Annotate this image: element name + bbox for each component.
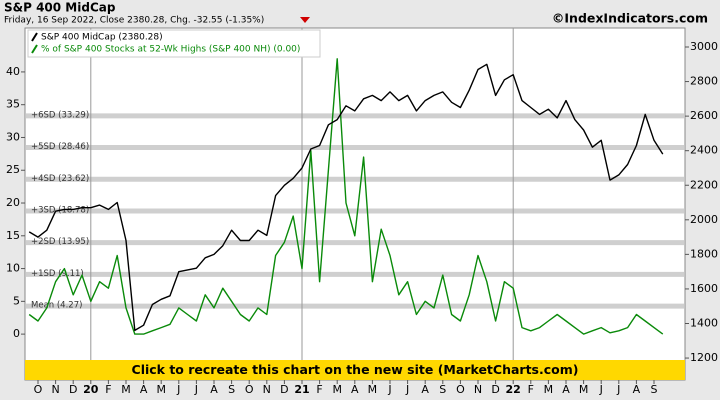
y2-tick-label: 2000	[690, 213, 718, 226]
y-tick-label: 20	[6, 196, 20, 209]
y-tick-label: 40	[6, 65, 20, 78]
y-tick-label: 30	[6, 130, 20, 143]
x-tick-label: J	[616, 383, 620, 396]
x-tick-label: A	[210, 383, 218, 396]
x-tick-label: J	[599, 383, 603, 396]
sd-label: +4SD (23.62)	[31, 174, 89, 184]
source: ©IndexIndicators.com	[552, 11, 708, 26]
x-tick-label: J	[194, 383, 198, 396]
x-tick-label: M	[544, 383, 554, 396]
lines	[28, 58, 664, 335]
legend-label: % of S&P 400 Stocks at 52-Wk Highs (S&P …	[41, 45, 300, 55]
y2-tick-label: 3000	[690, 40, 718, 53]
y2-tick-label: 1400	[690, 316, 718, 329]
y-tick-label: 0	[13, 327, 20, 340]
x-tick-label: A	[351, 383, 359, 396]
x-tick-label: D	[280, 383, 288, 396]
x-tick-label: J	[387, 383, 391, 396]
x-tick-label: N	[263, 383, 271, 396]
x-tick-label: 21	[294, 383, 309, 396]
y2-tick-label: 2600	[690, 109, 718, 122]
x-tick-label: N	[474, 383, 482, 396]
x-tick-label: A	[140, 383, 148, 396]
series-line	[28, 58, 664, 335]
x-tick-label: S	[439, 383, 446, 396]
chart-title: S&P 400 MidCap	[4, 1, 116, 15]
y-tick-label: 5	[13, 294, 20, 307]
x-tick-label: F	[528, 383, 534, 396]
x-tick-label: A	[562, 383, 570, 396]
x-tick-label: M	[332, 383, 342, 396]
y-tick-label: 10	[6, 262, 20, 275]
plot-area	[24, 27, 686, 381]
x-tick-label: F	[105, 383, 111, 396]
y2-tick-label: 2400	[690, 144, 718, 157]
x-tick-label: S	[228, 383, 235, 396]
x-tick-label: J	[176, 383, 180, 396]
x-tick-label: D	[491, 383, 499, 396]
legend-swatch	[31, 32, 38, 42]
legend-label: S&P 400 MidCap (2380.28)	[41, 33, 163, 43]
y-tick-label: 25	[6, 163, 20, 176]
x-tick-label: O	[245, 383, 254, 396]
legend-swatch	[31, 44, 38, 54]
banner[interactable]: Click to recreate this chart on the new …	[132, 362, 579, 377]
down-arrow	[300, 17, 310, 23]
subtitle: Friday, 16 Sep 2022, Close 2380.28, Chg.…	[4, 16, 264, 26]
sd-label: +2SD (13.95)	[31, 237, 89, 247]
x-tick-label: 22	[506, 383, 521, 396]
x-tick-label: M	[368, 383, 378, 396]
x-tick-label: O	[34, 383, 43, 396]
x-tick-label: D	[69, 383, 77, 396]
banner-bg[interactable]	[25, 360, 685, 380]
sd-label: +6SD (33.29)	[31, 110, 89, 120]
x-tick-label: M	[156, 383, 166, 396]
x-tick-label: S	[651, 383, 658, 396]
y-tick-label: 15	[6, 229, 20, 242]
y2-tick-label: 2200	[690, 178, 718, 191]
x-tick-label: J	[405, 383, 409, 396]
x-tick-label: F	[316, 383, 322, 396]
y2-tick-label: 1600	[690, 282, 718, 295]
y2-tick-label: 2800	[690, 75, 718, 88]
sd-label: +5SD (28.46)	[31, 142, 89, 152]
y2-tick-label: 1200	[690, 351, 718, 364]
x-tick-label: M	[121, 383, 131, 396]
y2-tick-label: 1800	[690, 247, 718, 260]
x-tick-label: A	[633, 383, 641, 396]
sd-label: +1SD (9.11)	[31, 269, 84, 279]
x-tick-label: N	[51, 383, 59, 396]
x-tick-label: M	[579, 383, 589, 396]
x-tick-label: O	[456, 383, 465, 396]
x-tick-label: A	[421, 383, 429, 396]
grid: +6SD (33.29)+5SD (28.46)+4SD (23.62)+3SD…	[26, 28, 684, 360]
y-tick-label: 35	[6, 98, 20, 111]
sd-label: Mean (4.27)	[31, 301, 82, 311]
x-tick-label: 20	[83, 383, 99, 396]
legend-box	[27, 29, 321, 58]
series-line	[28, 63, 664, 332]
